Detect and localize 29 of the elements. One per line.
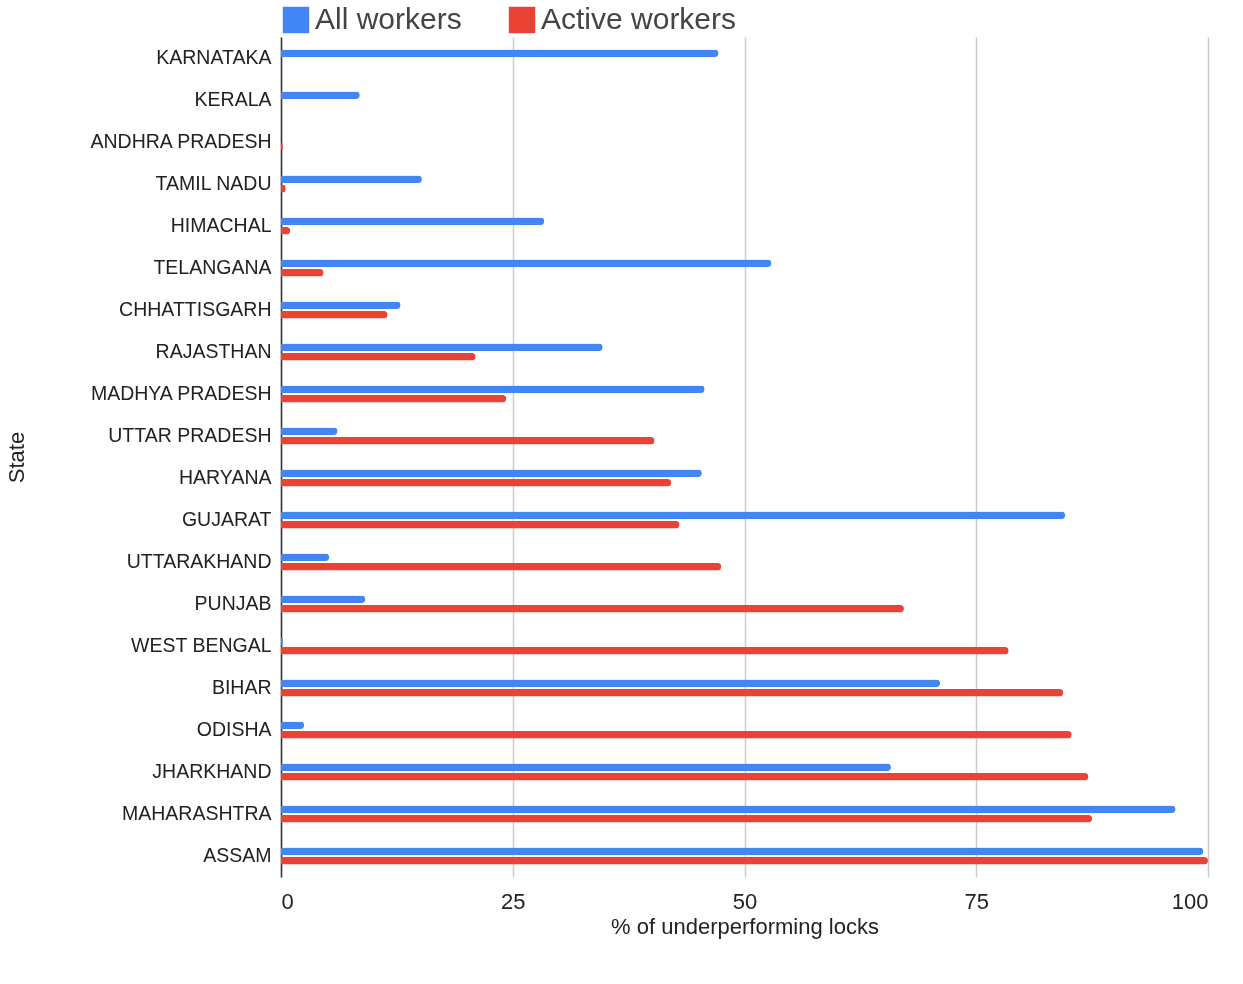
- y-tick-label: MAHARASHTRA: [121, 802, 272, 824]
- y-tick-label: KARNATAKA: [156, 46, 272, 68]
- x-tick-label: 75: [964, 888, 989, 914]
- y-tick-label: TELANGANA: [153, 256, 272, 278]
- y-axis-title: State: [4, 431, 30, 484]
- y-tick-label: CHHATTISGARH: [119, 298, 272, 320]
- x-tick-label: 0: [281, 888, 294, 914]
- y-tick-label: PUNJAB: [194, 592, 272, 614]
- y-tick-label: UTTAR PRADESH: [108, 424, 272, 446]
- y-tick-label: ASSAM: [203, 844, 272, 866]
- y-tick-label: GUJARAT: [181, 508, 272, 530]
- legend-label: Active workers: [541, 2, 737, 35]
- y-tick-label: TAMIL NADU: [155, 172, 272, 194]
- y-tick-label: ODISHA: [196, 718, 272, 740]
- y-tick-label: HIMACHAL: [170, 214, 272, 236]
- x-axis-title: % of underperforming locks: [611, 913, 879, 939]
- legend-label: All workers: [315, 2, 462, 35]
- y-tick-label: BIHAR: [211, 676, 272, 698]
- y-tick-label: HARYANA: [179, 466, 272, 488]
- x-tick-label: 100: [1171, 888, 1209, 914]
- y-tick-label: JHARKHAND: [152, 760, 272, 782]
- y-tick-label: MADHYA PRADESH: [90, 382, 272, 404]
- x-tick-label: 50: [732, 888, 758, 914]
- y-tick-label: RAJASTHAN: [155, 340, 272, 362]
- y-tick-label: WEST BENGAL: [130, 634, 272, 656]
- y-tick-label: KERALA: [194, 88, 272, 110]
- x-tick-label: 25: [501, 888, 526, 914]
- y-tick-label: ANDHRA PRADESH: [90, 130, 272, 152]
- y-tick-label: UTTARAKHAND: [126, 550, 272, 572]
